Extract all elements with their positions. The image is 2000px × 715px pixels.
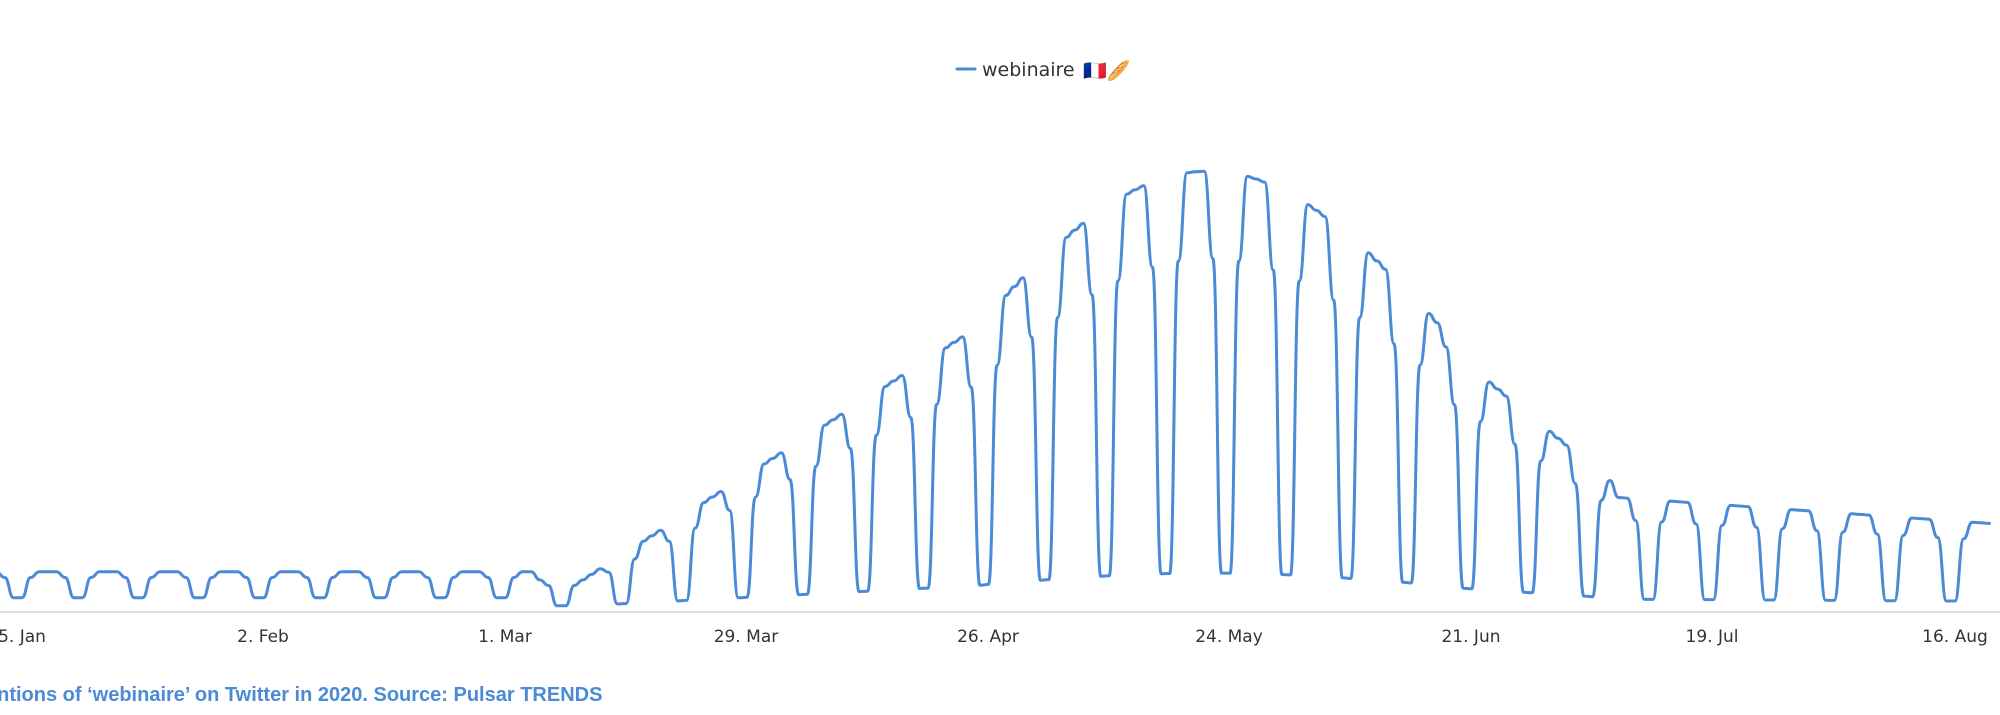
x-tick-label: 26. Apr — [957, 627, 1019, 647]
legend-series-label: webinaire — [982, 59, 1075, 81]
x-tick-label: 19. Jul — [1686, 627, 1739, 647]
chart-caption: entions of ‘webinaire’ on Twitter in 202… — [0, 684, 603, 706]
legend-emoji: 🇫🇷🥖 — [1083, 59, 1130, 82]
x-tick-label: 16. Aug — [1922, 627, 1988, 647]
x-tick-label: 1. Mar — [478, 627, 532, 647]
x-tick-label: 21. Jun — [1441, 627, 1500, 647]
series-line-webinaire[interactable] — [0, 169, 1991, 608]
x-tick-label: 5. Jan — [0, 627, 46, 647]
x-tick-label: 29. Mar — [714, 627, 779, 647]
x-axis-ticks: 5. Jan 2. Feb 1. Mar 29. Mar 26. Apr 24. May 2… — [0, 627, 1988, 647]
x-tick-label: 24. May — [1195, 627, 1263, 647]
x-tick-label: 2. Feb — [237, 627, 289, 647]
legend[interactable]: webinaire 🇫🇷🥖 — [955, 59, 1130, 82]
